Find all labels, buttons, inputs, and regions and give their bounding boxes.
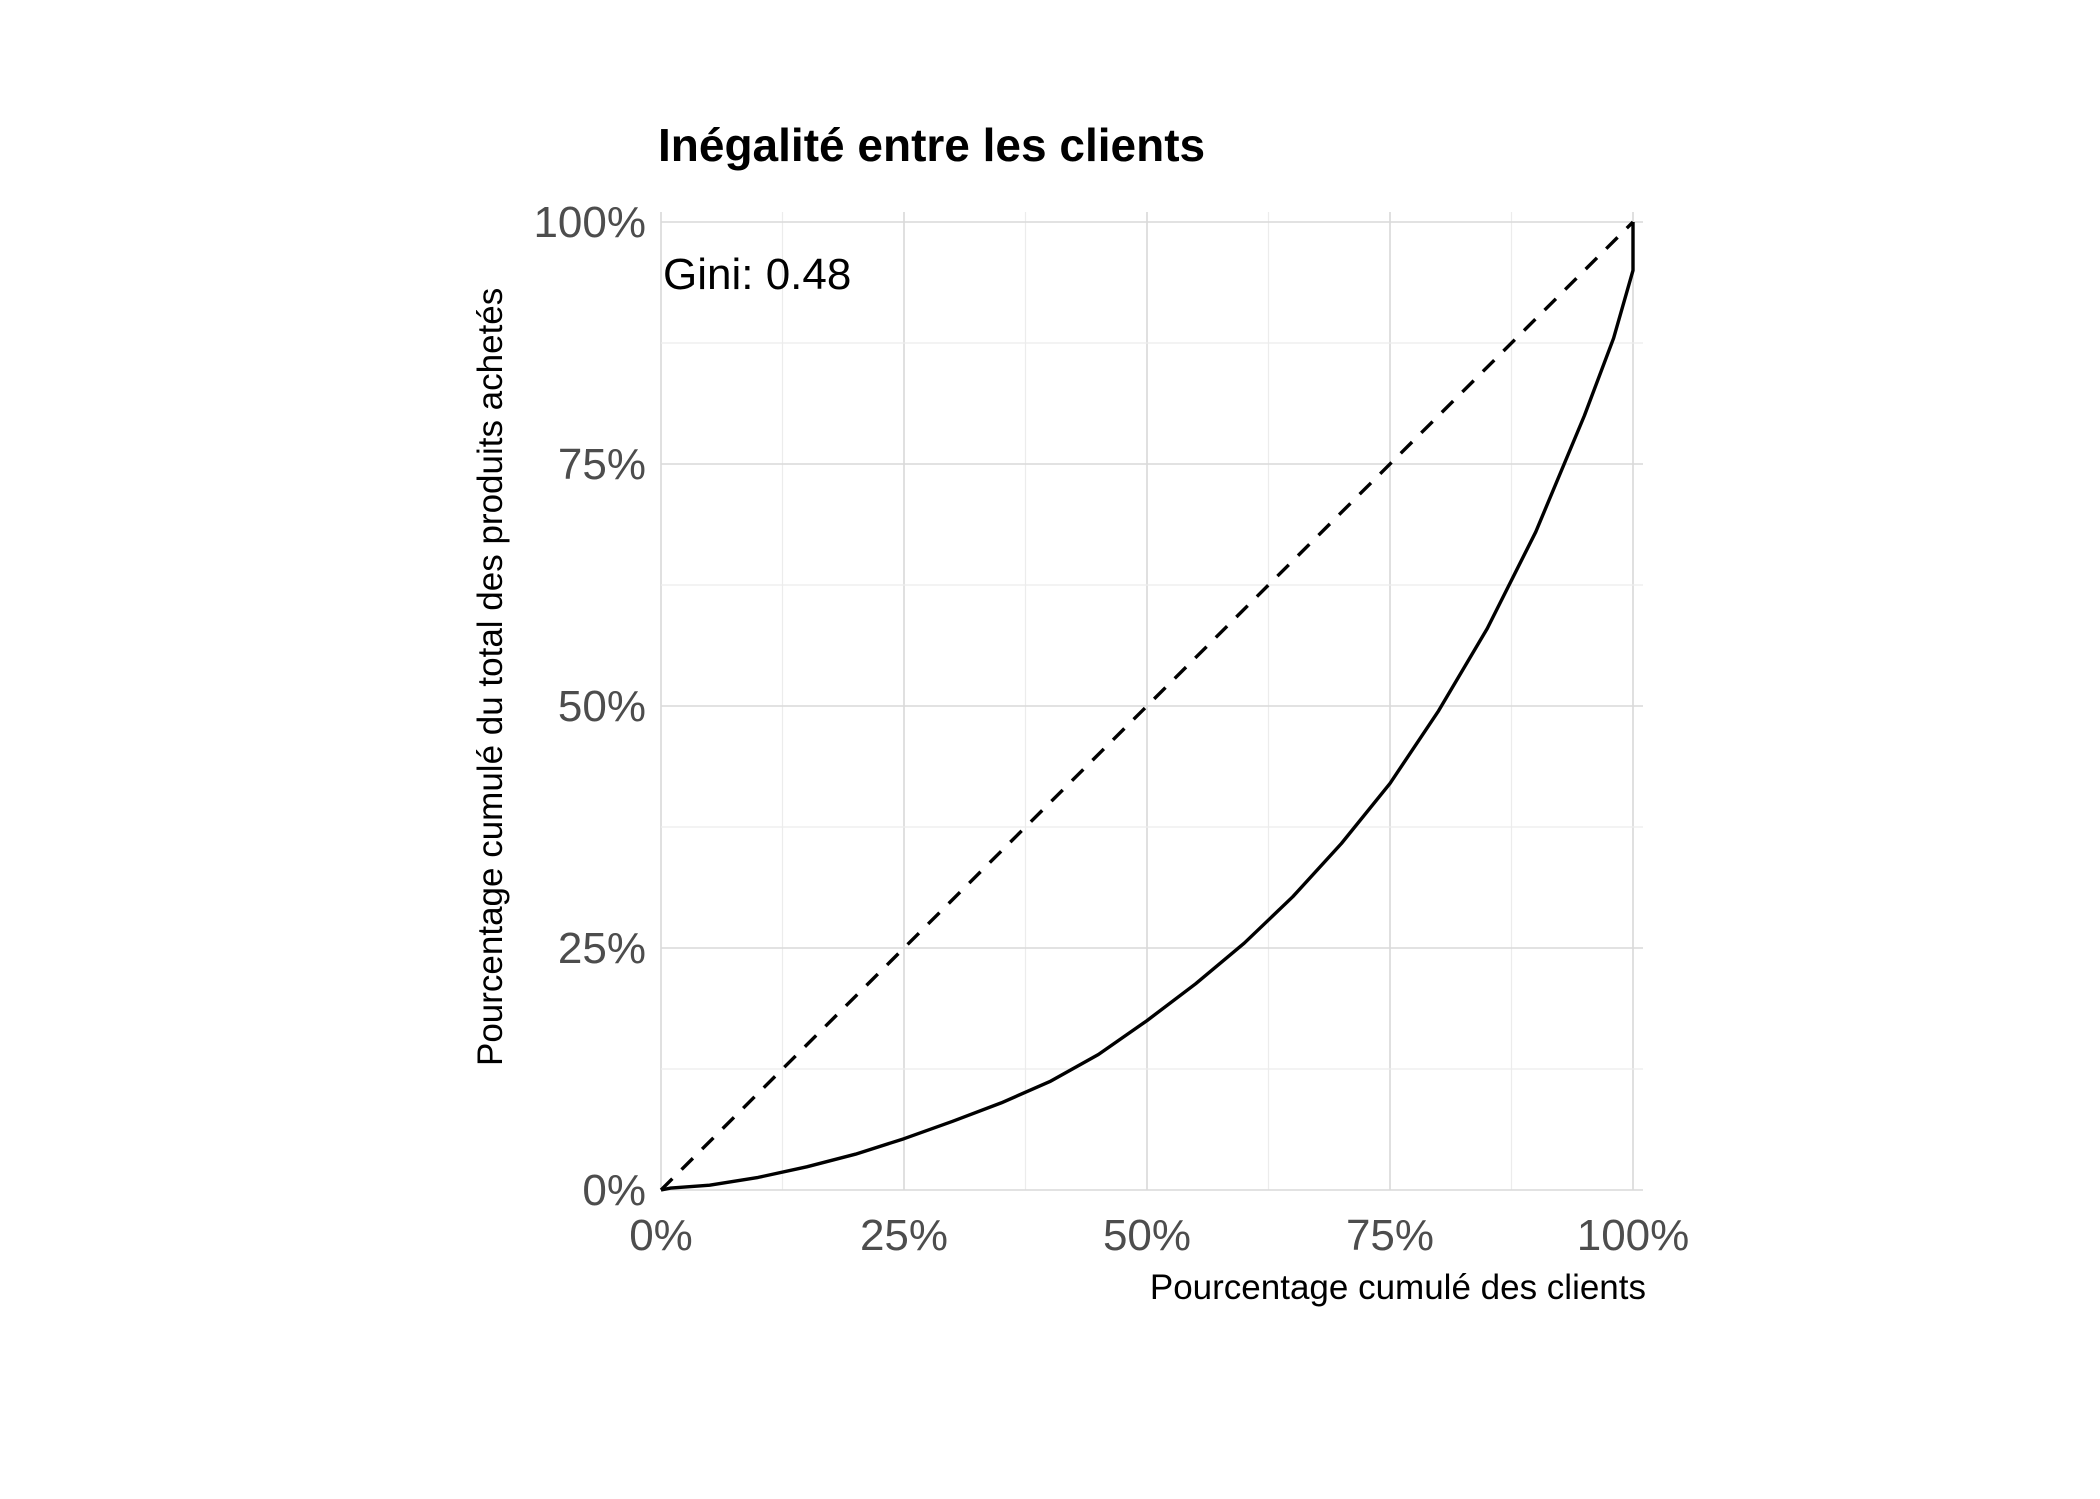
y-tick-labels: 0% 25% 50% 75% 100%	[533, 198, 646, 1215]
y-tick-label: 25%	[558, 924, 646, 973]
x-tick-label: 75%	[1346, 1211, 1434, 1260]
equality-line	[659, 220, 1635, 1192]
x-tick-label: 50%	[1103, 1211, 1191, 1260]
series-layer	[659, 220, 1635, 1192]
gini-annotation: Gini: 0.48	[663, 250, 851, 299]
y-tick-label: 0%	[582, 1166, 646, 1215]
x-tick-label: 100%	[1577, 1211, 1690, 1260]
chart-title: Inégalité entre les clients	[658, 119, 1205, 171]
y-tick-label: 100%	[533, 198, 646, 247]
lorenz-curve	[660, 222, 1635, 1192]
x-axis-label: Pourcentage cumulé des clients	[1150, 1268, 1646, 1307]
x-tick-labels: 0% 25% 50% 75% 100%	[629, 1211, 1689, 1260]
x-tick-label: 25%	[860, 1211, 948, 1260]
y-axis-label: Pourcentage cumulé du total des produits…	[471, 288, 510, 1066]
x-tick-label: 0%	[629, 1211, 693, 1260]
grid	[660, 212, 1643, 1191]
y-tick-label: 50%	[558, 682, 646, 731]
y-tick-label: 75%	[558, 440, 646, 489]
